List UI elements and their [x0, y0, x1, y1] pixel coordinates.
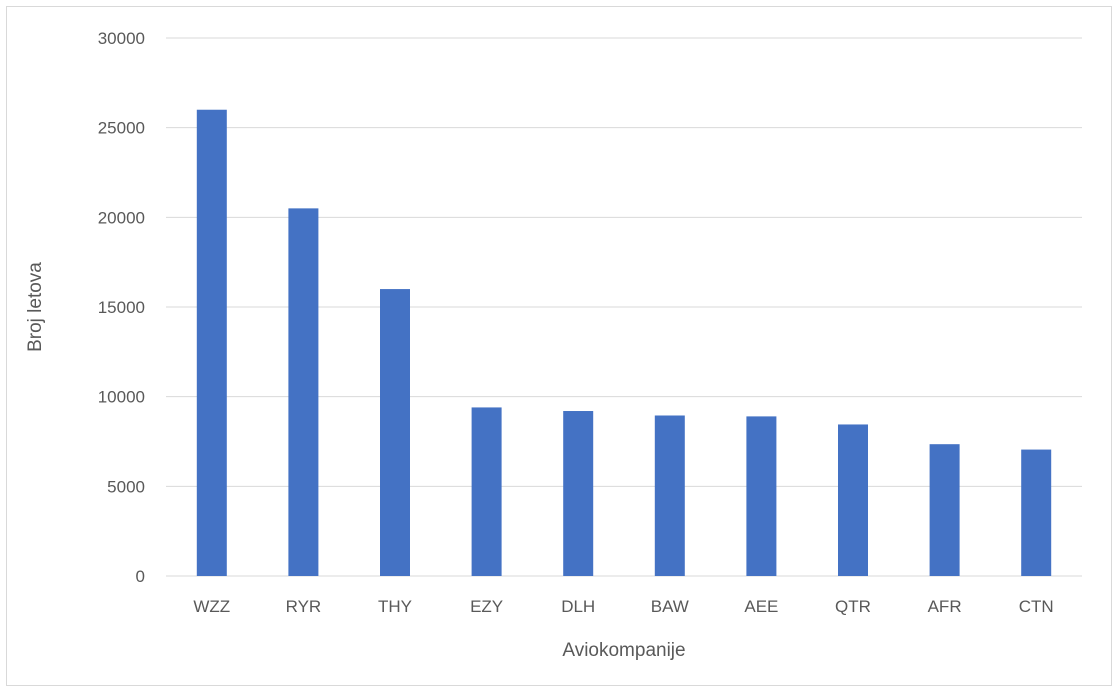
x-tick-label-qtr: QTR — [835, 597, 871, 616]
chart-frame — [6, 6, 1112, 686]
x-axis-ticks: WZZ RYR THY EZY DLH BAW AEE QTR AFR CTN — [193, 597, 1053, 616]
x-tick-label-wzz: WZZ — [193, 597, 230, 616]
y-tick-label: 10000 — [98, 388, 145, 407]
x-tick-label-ezy: EZY — [470, 597, 503, 616]
bar-afr — [929, 444, 960, 576]
y-tick-label: 25000 — [98, 119, 145, 138]
bar-qtr — [838, 424, 868, 576]
bar-thy — [380, 289, 410, 576]
bar-ryr — [288, 208, 319, 576]
y-axis-ticks: 0 5000 10000 15000 20000 25000 30000 — [98, 29, 145, 586]
x-tick-label-baw: BAW — [651, 597, 689, 616]
y-tick-label: 15000 — [98, 298, 145, 317]
y-tick-label: 0 — [136, 567, 145, 586]
bar-dlh — [563, 411, 594, 576]
bar-ezy — [471, 407, 502, 576]
x-axis-title: Aviokompanije — [562, 640, 685, 661]
bar-wzz — [196, 109, 227, 576]
gridlines — [166, 37, 1082, 577]
bar-aee — [746, 416, 777, 576]
bar-ctn — [1021, 449, 1052, 576]
x-tick-label-aee: AEE — [744, 597, 778, 616]
x-tick-label-ctn: CTN — [1019, 597, 1054, 616]
y-axis-title: Broj letova — [25, 262, 46, 352]
y-tick-label: 5000 — [107, 477, 145, 496]
x-tick-label-ryr: RYR — [286, 597, 322, 616]
x-tick-label-dlh: DLH — [561, 597, 595, 616]
bars — [196, 109, 1052, 576]
bar-baw — [654, 415, 685, 576]
y-tick-label: 20000 — [98, 208, 145, 227]
x-tick-label-afr: AFR — [928, 597, 962, 616]
y-tick-label: 30000 — [98, 29, 145, 48]
x-tick-label-thy: THY — [378, 597, 412, 616]
